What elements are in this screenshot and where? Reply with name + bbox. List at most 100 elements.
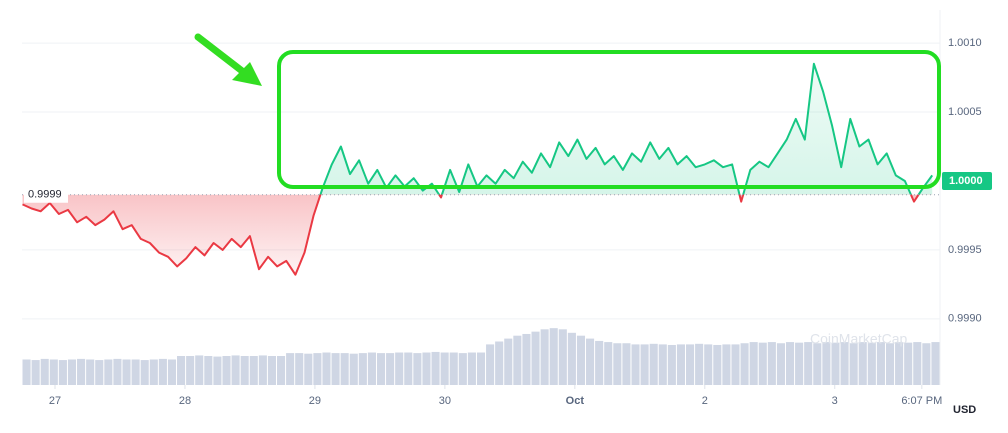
highlight-box xyxy=(277,50,941,189)
volume-bar xyxy=(567,332,576,385)
x-tick-label: 2 xyxy=(702,395,708,407)
volume-bar xyxy=(113,358,122,385)
y-tick-label: 1.0010 xyxy=(948,37,982,49)
volume-bar xyxy=(686,344,695,385)
volume-bar xyxy=(286,353,295,385)
volume-bar xyxy=(831,342,840,385)
volume-bar xyxy=(804,342,813,385)
x-tick-label: 3 xyxy=(832,395,838,407)
volume-bar xyxy=(495,341,504,385)
volume-bar xyxy=(204,356,213,385)
volume-bar xyxy=(149,359,158,385)
x-tick-label: 30 xyxy=(439,395,451,407)
volume-bar xyxy=(931,342,940,385)
volume-bar xyxy=(67,359,77,385)
volume-bar xyxy=(704,344,713,385)
volume-bar xyxy=(867,342,876,385)
volume-bar xyxy=(504,338,513,385)
volume-bar xyxy=(822,342,831,385)
volume-bar xyxy=(613,343,622,385)
x-tick-label: 29 xyxy=(309,395,321,407)
volume-bar xyxy=(667,344,676,385)
volume-bar xyxy=(776,343,785,385)
volume-bar xyxy=(40,358,49,385)
volume-bar xyxy=(622,343,631,385)
volume-bar xyxy=(558,329,567,385)
volume-bar xyxy=(367,352,376,385)
volume-bar xyxy=(358,353,367,385)
y-tick-label: 0.9995 xyxy=(948,244,982,256)
currency: USD xyxy=(953,404,976,416)
volume-bar xyxy=(740,343,749,385)
volume-bar xyxy=(658,344,667,385)
volume-bar xyxy=(222,356,231,385)
volume-bar xyxy=(31,360,40,385)
volume-bar xyxy=(404,352,413,385)
volume-bar xyxy=(413,353,422,385)
last-price-label: 1.0000 xyxy=(949,175,983,187)
volume-bar xyxy=(885,343,895,385)
volume-bar xyxy=(158,358,167,385)
arrow xyxy=(194,33,262,86)
volume-bar xyxy=(249,356,258,385)
y-tick-label: 1.0005 xyxy=(948,106,982,118)
volume-bar xyxy=(395,352,404,385)
volume-bar xyxy=(713,344,722,385)
volume-bar xyxy=(785,342,795,385)
volume-bar xyxy=(758,342,767,385)
volume-bar xyxy=(304,353,313,385)
volume-bar xyxy=(849,343,858,385)
volume-bar xyxy=(749,342,758,385)
baseline-label-bg xyxy=(24,186,68,203)
volume-bar xyxy=(467,352,476,385)
volume-bar xyxy=(58,360,67,385)
volume-bar xyxy=(213,356,222,385)
volume-bar xyxy=(440,352,449,385)
volume-bar xyxy=(276,356,286,385)
volume-bar xyxy=(267,356,276,385)
volume-bar xyxy=(422,352,431,385)
volume-bar xyxy=(295,353,304,385)
last-price-box xyxy=(942,171,992,190)
volume-bar xyxy=(876,342,885,385)
volume-bar xyxy=(513,335,522,385)
volume-bar xyxy=(649,343,658,385)
volume-bar xyxy=(604,342,613,385)
volume-bar xyxy=(240,356,249,385)
volume-bar xyxy=(177,356,186,385)
x-tick-label: 28 xyxy=(179,395,191,407)
x-tick-label: Oct xyxy=(566,395,585,407)
volume-bar xyxy=(22,359,31,385)
volume-bar xyxy=(631,344,640,385)
volume-bar xyxy=(522,333,531,385)
baseline-label: 0.9999 xyxy=(28,189,62,201)
volume-bar xyxy=(549,328,558,385)
volume-bar xyxy=(186,356,195,385)
volume-bar xyxy=(840,342,849,385)
volume-bar xyxy=(531,331,540,385)
volume-bar xyxy=(95,360,104,385)
volume-bar xyxy=(386,353,395,385)
x-tick-label: 6:07 PM xyxy=(901,395,942,407)
volume-bar xyxy=(231,355,240,385)
volume-bar xyxy=(722,344,731,385)
volume-bar xyxy=(349,353,358,385)
labels: 0.9990 0.9995 1.0005 1.0010 27 28 29 30 Oct 2 3 6:0… xyxy=(24,37,992,407)
volume-bar xyxy=(167,359,177,385)
volume-bar xyxy=(904,342,913,385)
volume-bar xyxy=(540,329,549,385)
volume-bar xyxy=(122,359,131,385)
volume-bar xyxy=(331,353,340,385)
y-tick-label: 0.9990 xyxy=(948,313,982,325)
x-tick-label: 27 xyxy=(49,395,61,407)
volume-bar xyxy=(586,338,595,385)
watermark: CoinMarketCap xyxy=(810,331,907,347)
volume-bar xyxy=(858,342,867,385)
volume-bar xyxy=(922,343,931,385)
plot xyxy=(22,62,940,276)
volume-bar xyxy=(767,342,776,385)
volume-bar xyxy=(813,343,822,385)
volume-bar xyxy=(313,353,322,385)
volume-bar xyxy=(131,359,140,385)
volume-bar xyxy=(731,344,740,385)
